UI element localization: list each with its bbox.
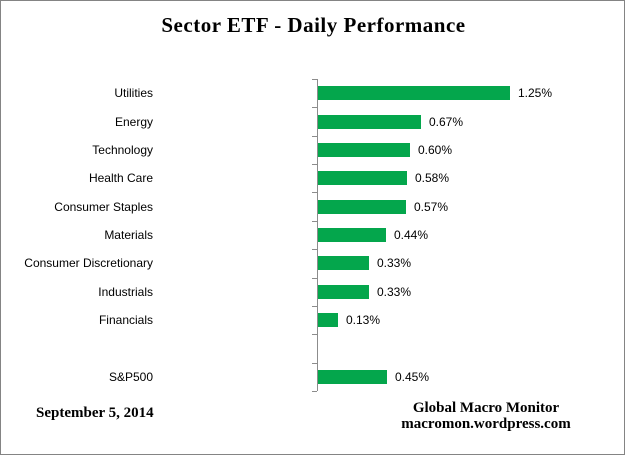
category-label: Industrials [98, 285, 153, 299]
axis-tick [312, 334, 317, 335]
data-label: 0.57% [414, 200, 449, 214]
axis-tick [312, 79, 317, 80]
bar-technology [318, 143, 410, 157]
axis-tick [312, 221, 317, 222]
axis-tick [312, 136, 317, 137]
data-label: 0.58% [415, 171, 450, 185]
credit-line-2: macromon.wordpress.com [401, 416, 571, 432]
data-label: 0.33% [377, 256, 412, 270]
data-label: 0.67% [429, 115, 464, 129]
axis-tick [312, 391, 317, 392]
chart-credit: Global Macro Monitor macromon.wordpress.… [356, 400, 616, 432]
category-label: Materials [104, 228, 153, 242]
bar-materials [318, 228, 386, 242]
category-label: Financials [98, 313, 153, 327]
category-label: Utilities [114, 86, 153, 100]
axis-tick [312, 107, 317, 108]
bar-health-care [318, 171, 407, 185]
chart-date: September 5, 2014 [36, 405, 154, 421]
chart-title: Sector ETF - Daily Performance [161, 13, 466, 37]
axis-tick [312, 278, 317, 279]
bar-financials [318, 313, 338, 327]
category-label: Health Care [88, 171, 153, 185]
bar-s-p500 [318, 370, 387, 384]
category-axis-line [317, 79, 318, 391]
axis-tick [312, 306, 317, 307]
category-label: Consumer Staples [54, 200, 153, 214]
data-label: 0.33% [377, 285, 412, 299]
axis-tick [312, 249, 317, 250]
data-label: 1.25% [518, 86, 553, 100]
axis-tick [312, 363, 317, 364]
credit-line-1: Global Macro Monitor [412, 400, 560, 416]
bar-consumer-staples [318, 200, 406, 214]
category-label: Technology [92, 143, 153, 157]
bar-utilities [318, 86, 510, 100]
category-label: Energy [114, 115, 153, 129]
data-label: 0.60% [418, 143, 453, 157]
data-label: 0.44% [394, 228, 429, 242]
bar-industrials [318, 285, 369, 299]
data-label: 0.13% [346, 313, 381, 327]
bar-consumer-discretionary [318, 256, 369, 270]
category-label: Consumer Discretionary [24, 256, 153, 270]
axis-tick [312, 192, 317, 193]
data-label: 0.45% [395, 370, 430, 384]
bar-energy [318, 115, 421, 129]
category-label: S&P500 [108, 370, 153, 384]
axis-tick [312, 164, 317, 165]
